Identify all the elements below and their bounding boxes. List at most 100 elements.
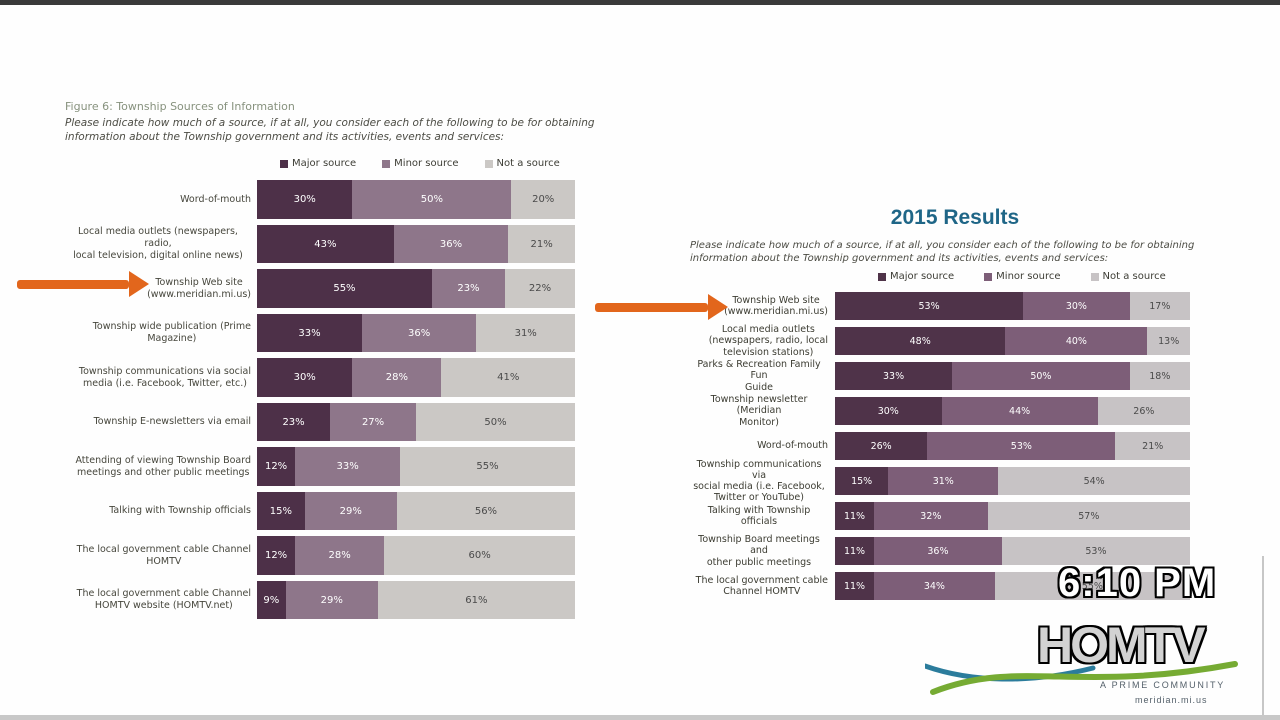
value-label: 30% (293, 372, 316, 384)
value-label: 15% (269, 505, 292, 517)
bar-segment-minor-source: 30% (1023, 292, 1130, 320)
overlay-edge-artifact (1262, 556, 1264, 716)
bar-segment-not-a-source: 57% (987, 502, 1190, 530)
bar-segment-minor-source: 36% (361, 313, 477, 353)
value-label: 26% (870, 440, 892, 452)
bar-segment-minor-source: 36% (393, 224, 509, 264)
value-label: 36% (408, 327, 431, 339)
value-label: 34% (923, 580, 945, 592)
bar-segment-minor-source: 44% (941, 397, 1098, 425)
value-label: 57% (1078, 510, 1100, 522)
bar-segment-minor-source: 28% (295, 536, 385, 575)
bar-segment-minor-source: 28% (352, 358, 442, 397)
stacked-bar: 11% 36% 53% (835, 537, 1190, 565)
value-label: 28% (385, 372, 409, 384)
bar-segment-major-source: 43% (257, 224, 394, 264)
chart-row: Word-of-mouth 30% 50% 20% (65, 180, 632, 219)
legend-item-major-source: Major source (878, 271, 954, 282)
stacked-bar: 30% 28% 41% (257, 358, 575, 397)
arrow-shaft (17, 279, 129, 289)
category-label: Word-of-mouth (180, 193, 251, 205)
value-label: 33% (883, 370, 905, 382)
category-label: Township Web site (www.meridian.mi.us) (147, 276, 251, 300)
homtv-logo-text: HOMTV (1037, 617, 1206, 673)
value-label: 18% (1149, 370, 1171, 382)
value-label: 12% (264, 550, 288, 562)
bar-segment-major-source: 26% (835, 432, 928, 460)
highlight-arrow-left-icon (17, 271, 149, 297)
bar-segment-minor-source: 53% (927, 432, 1116, 460)
category-label: Local media outlets (newspapers, radio, … (708, 324, 828, 358)
stacked-bar: 48% 40% 13% (835, 327, 1190, 355)
legend-item-not-a-source: Not a source (1090, 271, 1166, 282)
value-label: 48% (909, 335, 931, 347)
results-2015-legend: Major source Minor source Not a source (878, 271, 1220, 282)
value-label: 20% (532, 194, 555, 206)
legend-swatch-icon (878, 272, 886, 281)
value-label: 30% (1065, 300, 1087, 312)
value-label: 61% (465, 594, 488, 606)
value-label: 9% (263, 594, 280, 606)
value-label: 23% (282, 416, 305, 428)
legend-label: Not a source (1102, 271, 1166, 282)
chart-row: Township communications via social media… (65, 358, 632, 397)
stacked-bar: 43% 36% 21% (257, 224, 575, 264)
bar-segment-not-a-source: 20% (511, 180, 575, 219)
legend-label: Minor source (996, 271, 1061, 282)
bar-segment-not-a-source: 31% (476, 313, 575, 353)
category-label: Township Web site (www.meridian.mi.us) (724, 294, 828, 317)
value-label: 11% (843, 580, 866, 592)
stacked-bar: 23% 27% 50% (257, 402, 575, 442)
bar-segment-major-source: 11% (835, 572, 875, 600)
legend-item-major-source: Major source (280, 158, 356, 169)
chart-row: Township Web site (www.meridian.mi.us) 53… (690, 292, 1220, 320)
bar-segment-major-source: 30% (257, 358, 353, 397)
legend-swatch-icon (280, 159, 288, 168)
bar-segment-major-source: 33% (835, 362, 953, 390)
bottom-strip (0, 715, 1280, 720)
bar-segment-major-source: 15% (835, 467, 889, 495)
homtv-url: meridian.mi.us (1135, 695, 1208, 705)
value-label: 33% (298, 327, 321, 339)
bar-segment-not-a-source: 50% (415, 402, 575, 442)
chart-row: Talking with Township officials 15% 29% 56% (65, 491, 632, 531)
value-label: 28% (328, 550, 351, 562)
bar-segment-major-source: 53% (835, 292, 1024, 320)
category-label: Talking with Township officials (707, 504, 811, 527)
value-label: 22% (528, 283, 552, 295)
highlight-arrow-right-icon (595, 294, 728, 320)
value-label: 12% (264, 461, 288, 473)
category-label: Talking with Township officials (109, 505, 251, 517)
bar-segment-minor-source: 23% (431, 269, 506, 308)
category-label: Township communications via social media… (693, 458, 825, 504)
value-label: 53% (918, 300, 940, 312)
bar-segment-minor-source: 31% (888, 467, 999, 495)
value-label: 50% (484, 416, 507, 428)
category-label: Township newsletter (Meridian Monitor) (710, 394, 808, 428)
arrow-head (708, 294, 728, 320)
bar-segment-not-a-source: 26% (1097, 397, 1190, 425)
value-label: 33% (336, 461, 359, 473)
category-label: The local government cable Channel HOMTV… (76, 588, 251, 612)
bar-segment-major-source: 48% (835, 327, 1006, 355)
figure6-title: Figure 6: Township Sources of Informatio… (65, 100, 295, 113)
value-label: 32% (920, 510, 942, 522)
bar-segment-minor-source: 32% (874, 502, 988, 530)
legend-swatch-icon (984, 272, 993, 281)
chart-row: Local media outlets (newspapers, radio, … (690, 324, 1220, 358)
value-label: 41% (497, 372, 520, 384)
bar-segment-not-a-source: 18% (1129, 362, 1190, 390)
bar-segment-major-source: 30% (835, 397, 942, 425)
value-label: 30% (293, 194, 316, 206)
chart-row: Parks & Recreation Family Fun Guide 33% 50… (690, 359, 1220, 393)
chart-row: The local government cable Channel HOMTV… (65, 536, 632, 575)
bar-segment-major-source: 30% (257, 180, 353, 219)
legend-item-minor-source: Minor source (382, 158, 459, 169)
chart-row: Township communications via social media… (690, 459, 1220, 503)
chart-row: Township Web site (www.meridian.mi.us) 55… (65, 269, 632, 308)
category-label: Township wide publication (Prime Magazin… (92, 321, 251, 345)
chart-row: Word-of-mouth 26% 53% 21% (690, 432, 1220, 460)
bar-segment-not-a-source: 17% (1129, 292, 1190, 320)
value-label: 44% (1009, 405, 1031, 417)
